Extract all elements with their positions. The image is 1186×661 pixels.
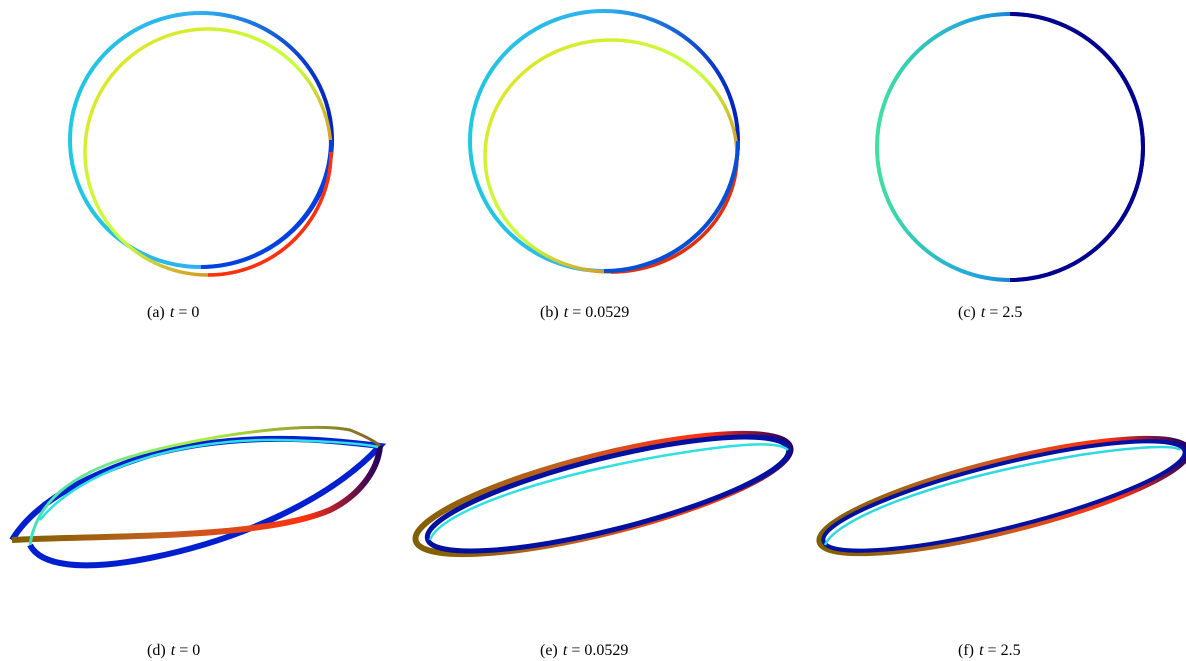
caption-label: (f) (958, 642, 974, 659)
caption-d: (d) t = 0 (147, 642, 201, 659)
curve-top-cyan (428, 443, 789, 541)
curve-inner (821, 439, 1186, 553)
panel-b-plot (468, 9, 740, 274)
caption-f: (f) t = 2.5 (958, 642, 1021, 659)
panel-d-plot (9, 425, 387, 569)
caption-label: (a) (147, 304, 165, 321)
panel-f-plot (816, 435, 1186, 557)
panel-a-plot (68, 11, 334, 277)
panel-c-plot (875, 12, 1145, 282)
caption-b: (b) t = 0.0529 (540, 304, 630, 321)
curve-inner-segment (610, 155, 739, 274)
curve-ring-segment (1009, 12, 1145, 282)
curve-outer-segment (200, 139, 333, 269)
caption-c: (c) t = 2.5 (958, 304, 1023, 321)
caption-label: (c) (958, 304, 976, 321)
curve-top (28, 425, 382, 546)
curve-outer (816, 435, 1186, 557)
caption-a: (a) t = 0 (147, 304, 200, 321)
caption-label: (b) (540, 304, 559, 321)
curve-top-cyan (823, 445, 1181, 546)
curve-warm (11, 445, 383, 543)
caption-e: (e) t = 0.0529 (540, 642, 629, 659)
panel-e-plot (412, 430, 794, 558)
curve-inner-segment (207, 151, 333, 277)
caption-label: (d) (147, 642, 166, 659)
curve-outer-segment (603, 140, 740, 273)
caption-label: (e) (540, 642, 558, 659)
curve-top-cyan (39, 438, 379, 521)
curve-dark-lower (9, 435, 387, 569)
